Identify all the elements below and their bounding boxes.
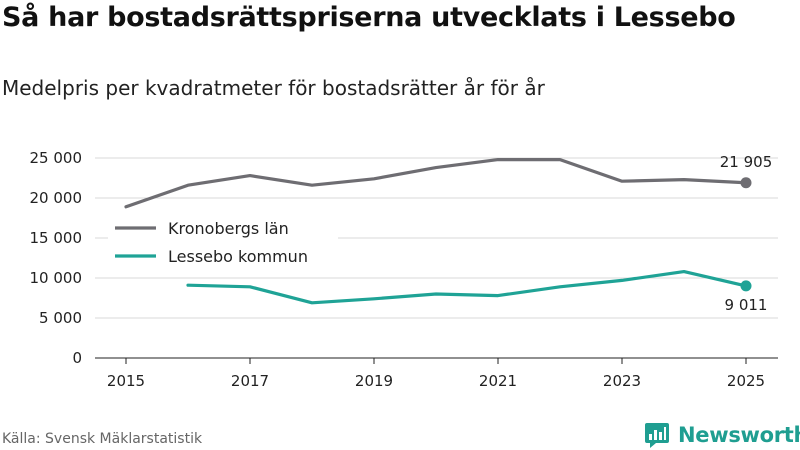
newsworthy-logo[interactable]: Newsworthy: [644, 421, 800, 449]
y-tick-label: 10 000: [30, 269, 83, 287]
series-line-kronobergs-lan: [124, 158, 748, 209]
end-label-lessebo-kommun: 9 011: [725, 296, 768, 314]
end-label-kronobergs-lan: 21 905: [720, 153, 773, 171]
legend-background: [108, 212, 338, 274]
newsworthy-logo-icon: [645, 423, 669, 448]
source-note: Källa: Svensk Mäklarstatistik: [2, 431, 203, 447]
brand-name: Newsworthy: [678, 423, 800, 447]
x-tick-label: 2019: [355, 372, 393, 390]
legend-label-kronobergs-lan: Kronobergs län: [168, 219, 289, 238]
y-tick-label: 25 000: [30, 149, 83, 167]
end-point-kronobergs-lan: [740, 177, 752, 189]
legend-label-lessebo-kommun: Lessebo kommun: [168, 247, 308, 266]
x-tick-label: 2023: [603, 372, 641, 390]
x-tick-label: 2025: [727, 372, 765, 390]
x-tick-label: 2017: [231, 372, 269, 390]
x-tick-label: 2021: [479, 372, 517, 390]
chart-subtitle: Medelpris per kvadratmeter för bostadsrä…: [2, 76, 545, 100]
y-tick-label: 15 000: [30, 229, 83, 247]
series-line-lessebo-kommun: [186, 270, 748, 305]
y-tick-label: 0: [72, 349, 82, 367]
y-tick-label: 20 000: [30, 189, 83, 207]
y-tick-label: 5 000: [39, 309, 82, 327]
x-tick-label: 2015: [107, 372, 145, 390]
end-point-lessebo-kommun: [740, 280, 752, 292]
chart-title: Så har bostadsrättspriserna utvecklats i…: [2, 2, 736, 33]
